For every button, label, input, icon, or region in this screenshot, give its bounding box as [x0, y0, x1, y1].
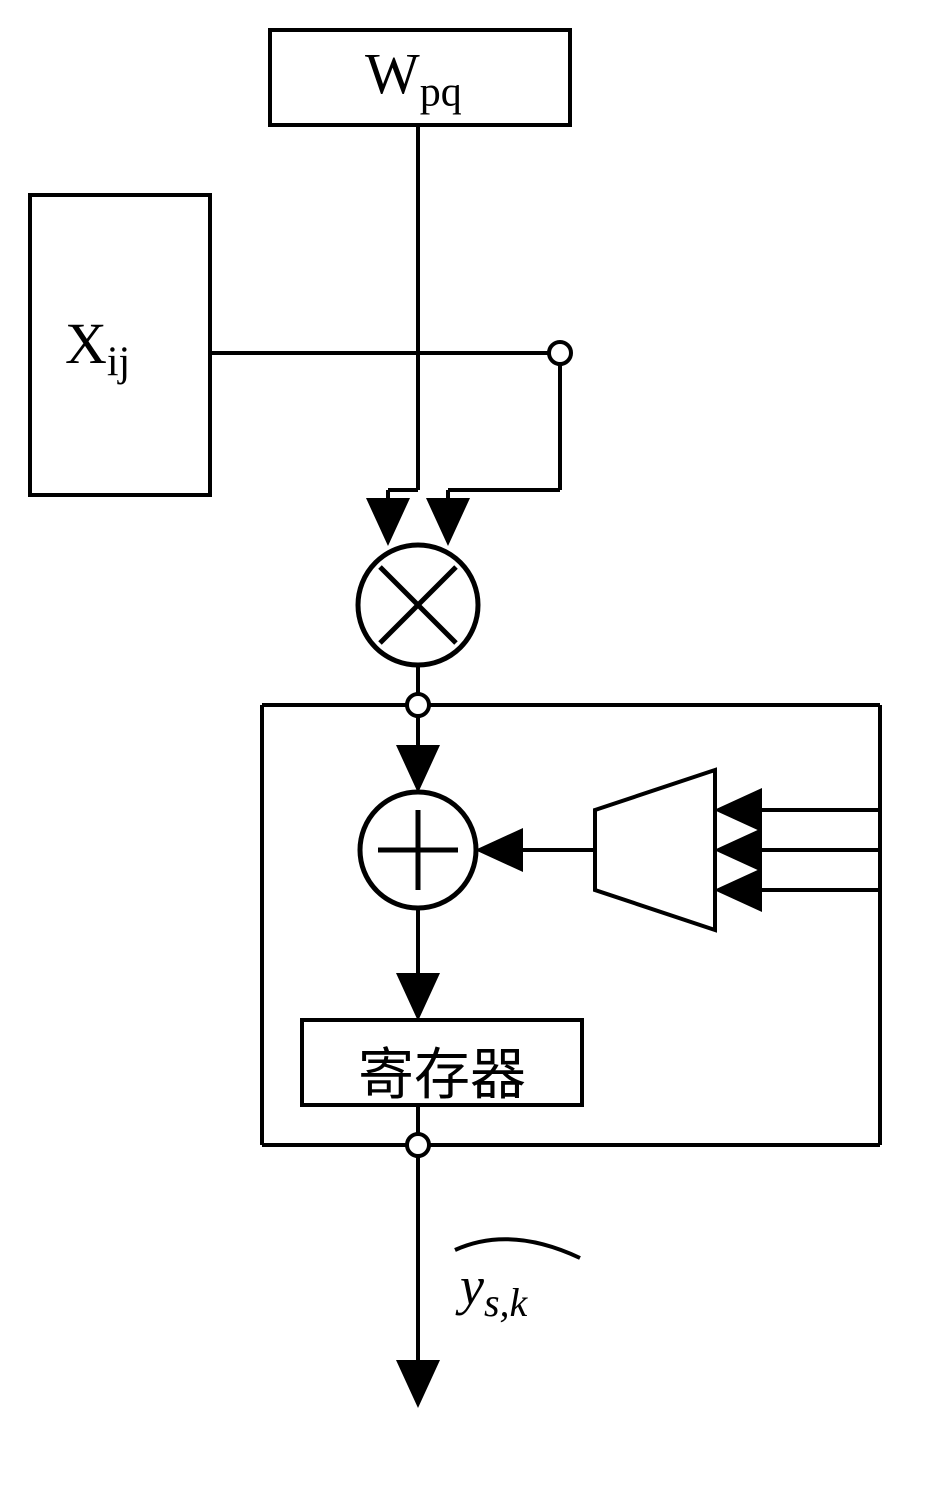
input-label-sub: ij	[107, 340, 130, 386]
junction-x	[549, 342, 571, 364]
output-label: ys,k	[460, 1255, 527, 1326]
weight-label: Wpq	[365, 40, 462, 117]
mux-node	[595, 770, 715, 930]
weight-label-sub: pq	[420, 70, 462, 116]
junction-reg	[407, 1134, 429, 1156]
output-label-main: y	[460, 1256, 484, 1316]
input-label: Xij	[65, 310, 130, 387]
output-label-sub: s,k	[484, 1280, 527, 1325]
input-label-main: X	[65, 311, 107, 376]
register-label: 寄存器	[312, 1030, 572, 1111]
junction-mult	[407, 694, 429, 716]
weight-label-main: W	[365, 41, 420, 106]
